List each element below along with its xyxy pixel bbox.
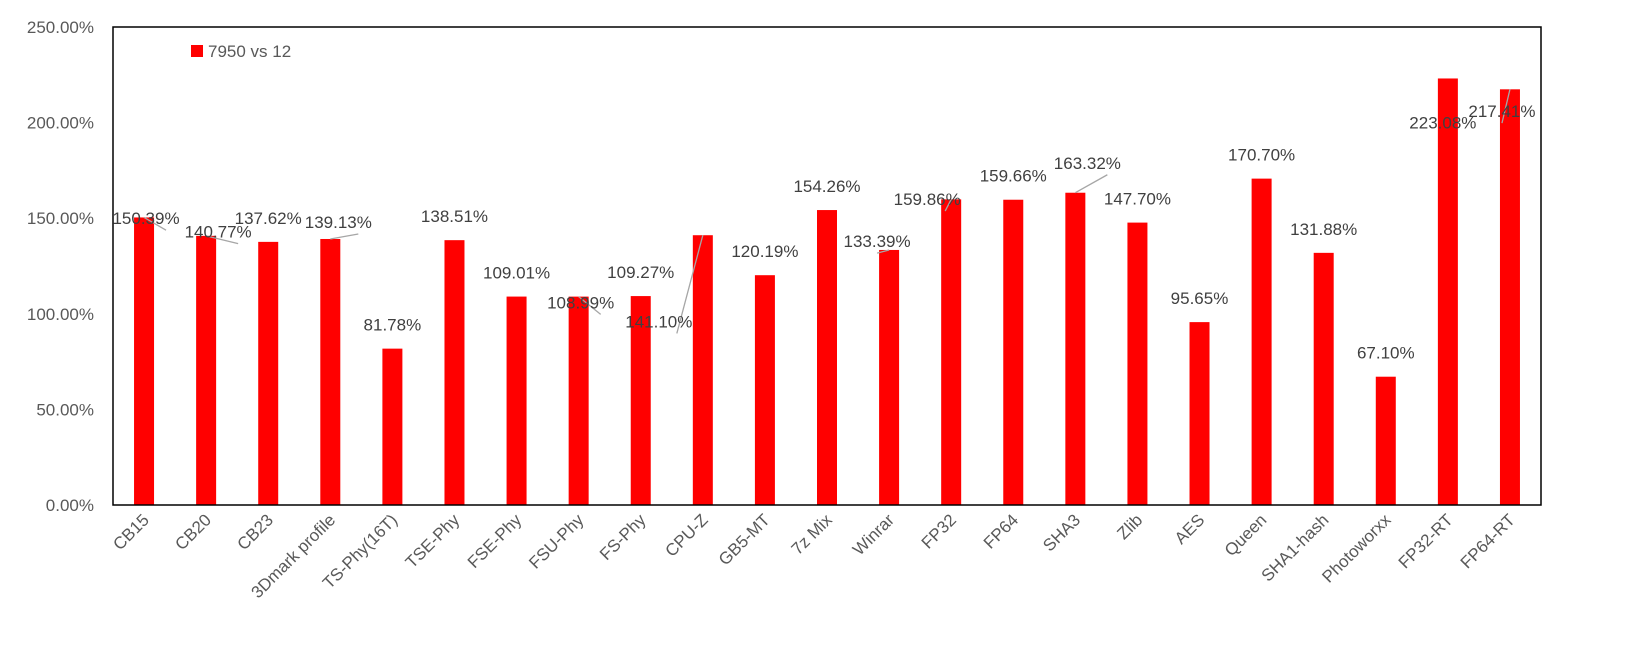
x-tick-label: FS-Phy [596,510,650,564]
bar [1127,222,1148,505]
bar [258,241,279,506]
x-tick-label: FP64 [980,510,1022,552]
y-axis: 0.00% 50.00% 100.00% 150.00% 200.00% 250.00% [27,18,94,515]
bar [1065,192,1086,505]
data-label: 138.51% [421,207,488,226]
data-label: 154.26% [793,177,860,196]
data-label: 81.78% [364,316,422,335]
data-label: 159.66% [980,167,1047,186]
data-label: 95.65% [1171,289,1229,308]
bar [1437,78,1458,505]
bar [692,235,713,505]
bar [568,296,589,505]
data-label: 223.08% [1409,114,1476,133]
x-tick-label: Winrar [849,510,898,559]
bar [1251,178,1272,506]
y-tick-label: 250.00% [27,18,94,37]
bar [1189,322,1210,505]
data-label: 150.39% [112,209,179,228]
bar [817,210,837,506]
x-tick-label: CB20 [171,510,215,554]
x-tick-label: Queen [1221,510,1271,560]
x-tick-label: AES [1171,510,1208,547]
bar [1003,199,1024,505]
data-label: 140.77% [185,223,252,242]
leader-line [330,233,359,240]
bar [941,199,962,505]
leader-line [143,216,167,231]
x-tick-label: SHA3 [1039,510,1084,555]
data-label-leader-lines [143,89,1511,334]
data-labels: 150.39% 140.77%137.62% 139.13% 81.78% 138.51… [112,102,1535,363]
data-label: 139.13% [305,213,372,232]
y-tick-label: 100.00% [27,305,94,324]
bar [134,217,155,505]
x-tick-label: CB23 [234,510,278,554]
data-label: 108.99% [547,293,614,312]
leader-line [1501,89,1511,124]
leader-line [876,249,890,254]
bar [382,348,403,505]
x-tick-label: FP32 [918,510,960,552]
bar [196,235,217,505]
leader-line [676,235,704,334]
x-tick-label: CPU-Z [661,510,711,560]
bar [1313,252,1334,505]
x-tick-label: Zlib [1113,510,1146,543]
y-tick-label: 150.00% [27,209,94,228]
x-tick-label: FSU-Phy [525,510,588,573]
bar [1499,89,1520,506]
bar [754,275,775,505]
data-label: 133.39% [844,232,911,251]
leader-line [205,235,239,245]
x-tick-label: CB15 [109,510,153,554]
data-label: 217.41% [1468,102,1535,121]
x-tick-label: 7z Mix [788,510,837,559]
bar [879,249,900,505]
data-label: 109.27% [607,263,674,282]
x-tick-label: FP64-RT [1457,510,1519,572]
x-tick-label: TSE-Phy [402,510,464,572]
plot-area-border [112,26,1542,506]
bar [1375,376,1396,505]
legend-label: 7950 vs 12 [208,42,291,61]
data-label: 170.70% [1228,146,1295,165]
bar [444,240,465,505]
legend: 7950 vs 12 [191,42,291,61]
data-label: 109.01% [483,264,550,283]
x-tick-label: GB5-MT [715,510,774,569]
leader-line [944,199,952,212]
leader-line [1075,174,1108,194]
data-label: 147.70% [1104,190,1171,209]
y-tick-label: 0.00% [46,496,94,515]
x-tick-label: FP32-RT [1395,510,1457,572]
y-tick-label: 50.00% [36,400,94,419]
data-label: 131.88% [1290,220,1357,239]
data-label: 137.62% [235,209,302,228]
bar [506,296,527,505]
leader-line [578,296,602,315]
data-label: 159.86% [894,190,961,209]
data-label: 120.19% [731,242,798,261]
bar [630,296,651,505]
data-label: 141.10% [625,312,692,331]
legend-swatch [191,45,203,57]
data-label: 67.10% [1357,344,1415,363]
data-label: 163.32% [1054,154,1121,173]
bar [320,238,341,505]
y-tick-label: 200.00% [27,114,94,133]
bar-series [134,78,1520,506]
x-tick-label: FSE-Phy [464,510,526,572]
